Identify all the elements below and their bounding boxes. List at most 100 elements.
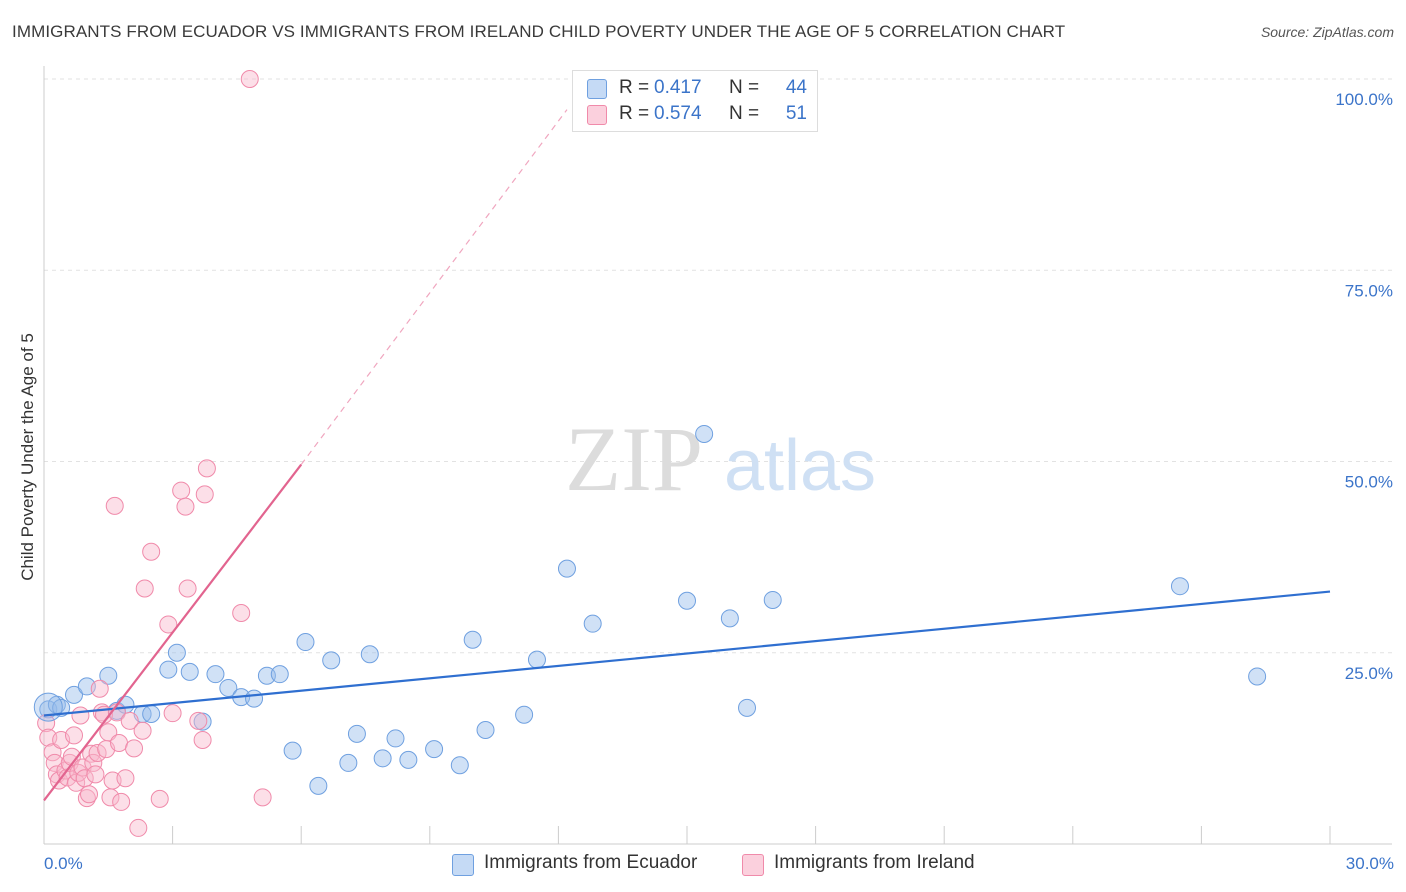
trend-layer <box>43 109 1331 802</box>
ireland-point <box>99 723 118 742</box>
ecuador-point <box>386 729 405 748</box>
points-layer <box>33 70 1267 837</box>
ecuador-point <box>142 704 161 723</box>
ecuador-point <box>219 678 238 697</box>
ireland-point <box>84 753 103 772</box>
ecuador-point <box>738 698 757 717</box>
ecuador-swatch <box>587 79 607 99</box>
series-ecuador-points <box>39 424 1267 795</box>
ecuador-point <box>283 741 302 760</box>
ecuador-point <box>527 650 546 669</box>
watermark-zip: ZIP <box>565 408 703 510</box>
ecuador-trend-line <box>43 590 1331 717</box>
ireland-point <box>176 497 195 516</box>
ireland-point <box>65 726 84 745</box>
ireland-point <box>178 579 197 598</box>
ireland-point <box>71 706 90 725</box>
source-label: Source: ZipAtlas.com <box>1260 24 1394 40</box>
y-tick-label: 75.0% <box>1345 281 1393 300</box>
ecuador-point <box>463 630 482 649</box>
ecuador-point <box>720 609 739 628</box>
ireland-point <box>133 721 152 740</box>
r-value: 0.574 <box>654 103 702 124</box>
ireland-point <box>193 730 212 749</box>
ireland-point <box>86 765 105 784</box>
ecuador-point <box>322 651 341 670</box>
ireland-point <box>45 753 64 772</box>
ecuador-point <box>557 559 576 578</box>
r-value: 0.417 <box>654 77 702 98</box>
ireland-point <box>189 711 208 730</box>
ecuador-point <box>399 750 418 769</box>
ireland-point <box>159 615 178 634</box>
ireland-point <box>195 485 214 504</box>
ireland-point <box>120 711 139 730</box>
ecuador-point <box>339 753 358 772</box>
axis-layer <box>43 66 1392 845</box>
ecuador-point <box>1170 577 1189 596</box>
n-label: N = <box>729 77 760 98</box>
ireland-trend-line <box>43 463 303 802</box>
ireland-point <box>88 743 107 762</box>
ecuador-swatch <box>452 854 474 876</box>
ecuador-point <box>52 698 71 717</box>
ecuador-point <box>583 614 602 633</box>
ecuador-point <box>65 685 84 704</box>
ireland-point <box>142 542 161 561</box>
ireland-point <box>240 70 259 88</box>
ecuador-point <box>476 721 495 740</box>
grid-layer <box>44 78 1392 654</box>
ecuador-point <box>159 660 178 679</box>
chart-title: IMMIGRANTS FROM ECUADOR VS IMMIGRANTS FR… <box>12 22 1066 41</box>
n-value: 51 <box>785 103 807 124</box>
ecuador-point <box>1248 667 1267 686</box>
watermark: ZIP atlas <box>565 408 876 510</box>
y-tick-label: 25.0% <box>1345 664 1393 683</box>
x-min-label: 0.0% <box>44 854 83 873</box>
ireland-point <box>197 459 216 478</box>
ecuador-point <box>245 689 264 708</box>
ecuador-point <box>695 424 714 443</box>
ecuador-point <box>167 643 186 662</box>
ireland-point <box>172 481 191 500</box>
ireland-point <box>110 734 129 753</box>
ireland-point <box>232 603 251 622</box>
legend-label: Immigrants from Ireland <box>774 852 975 873</box>
ecuador-point <box>296 633 315 652</box>
ecuador-point <box>360 645 379 664</box>
n-value: 44 <box>785 77 807 98</box>
ecuador-point <box>373 749 392 768</box>
ireland-point <box>129 818 148 837</box>
ireland-point <box>253 788 272 807</box>
ecuador-point <box>763 590 782 609</box>
ireland-point <box>135 579 154 598</box>
x-max-label: 30.0% <box>1346 854 1394 873</box>
ecuador-point <box>309 776 328 795</box>
legend-label: Immigrants from Ecuador <box>484 852 698 873</box>
ireland-point <box>105 496 124 515</box>
y-axis-title: Child Poverty Under the Age of 5 <box>18 333 37 581</box>
ecuador-point <box>678 591 696 610</box>
ireland-point <box>163 704 182 723</box>
ecuador-point <box>425 740 444 759</box>
ecuador-point <box>270 665 289 684</box>
r-label: R = <box>619 103 650 124</box>
series-legend: Immigrants from Ecuador Immigrants from … <box>0 852 1406 876</box>
ireland-swatch <box>742 854 764 876</box>
ecuador-cluster-point <box>33 692 63 722</box>
ireland-point <box>80 785 99 804</box>
ecuador-point <box>257 666 276 685</box>
ecuador-point <box>347 724 366 743</box>
ecuador-point <box>180 662 199 681</box>
ecuador-point <box>450 756 469 775</box>
ireland-point <box>43 743 62 762</box>
ecuador-point <box>515 705 534 724</box>
stats-legend: R = 0.417 N = 44 R = 0.574 N = 51 <box>572 70 818 132</box>
ireland-point <box>125 739 144 758</box>
ireland-trend-extension <box>300 109 568 465</box>
ireland-point <box>116 769 135 788</box>
n-label: N = <box>729 103 760 124</box>
ireland-point <box>90 679 109 698</box>
ireland-point <box>112 792 131 811</box>
